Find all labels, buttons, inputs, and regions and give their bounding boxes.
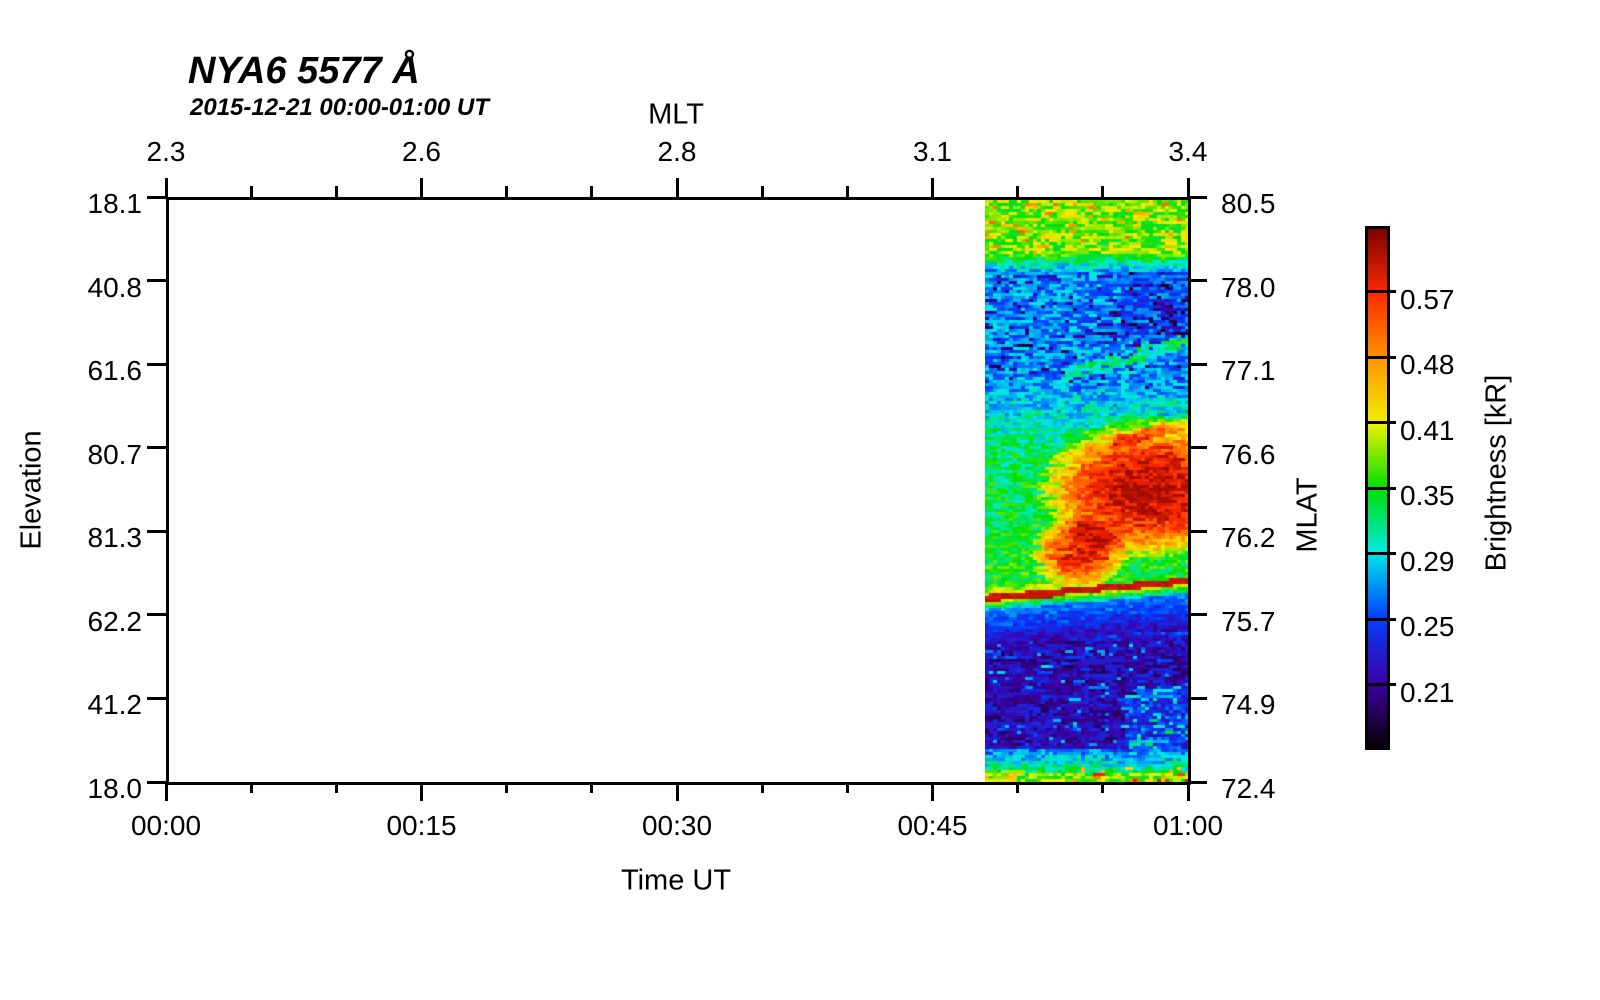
bottom-axis-major-tick bbox=[675, 782, 679, 801]
bottom-axis-tick-label: 00:15 bbox=[386, 810, 457, 841]
top-axis-major-tick bbox=[675, 178, 679, 197]
colorbar-tick-label: 0.21 bbox=[1400, 676, 1455, 708]
colorbar-division-line bbox=[1365, 552, 1396, 555]
left-axis-major-tick bbox=[147, 780, 166, 784]
plot-subtitle: 2015-12-21 00:00-01:00 UT bbox=[190, 94, 489, 121]
left-axis-major-tick bbox=[147, 279, 166, 283]
left-axis-tick-label: 18.1 bbox=[87, 188, 143, 219]
colorbar-division-line bbox=[1365, 617, 1396, 621]
left-axis-major-tick bbox=[147, 696, 166, 700]
colorbar-division-line bbox=[1365, 486, 1396, 490]
bottom-axis-minor-tick bbox=[590, 782, 594, 793]
colorbar-tick-label: 0.57 bbox=[1400, 283, 1455, 315]
left-axis-title: Elevation bbox=[15, 430, 48, 550]
right-axis-major-tick bbox=[1188, 529, 1207, 533]
bottom-axis-minor-tick bbox=[1101, 782, 1105, 793]
left-axis-tick-label: 62.2 bbox=[87, 605, 143, 637]
left-axis-major-tick bbox=[147, 613, 166, 617]
bottom-axis-minor-tick bbox=[505, 782, 509, 793]
bottom-axis-tick-label: 00:45 bbox=[897, 810, 968, 841]
right-axis-major-tick bbox=[1188, 446, 1207, 450]
right-axis-major-tick bbox=[1188, 780, 1207, 784]
bottom-axis-tick-label: 00:00 bbox=[130, 810, 202, 841]
bottom-axis-tick-label: 01:00 bbox=[1152, 810, 1224, 841]
left-axis-major-tick bbox=[147, 362, 166, 366]
left-axis-tick-label: 81.3 bbox=[87, 522, 143, 554]
colorbar-tick-label: 0.48 bbox=[1400, 349, 1455, 380]
left-axis-tick-label: 41.2 bbox=[87, 689, 143, 721]
left-axis-tick-label: 80.7 bbox=[87, 438, 143, 470]
right-axis-tick-label: 76.2 bbox=[1221, 522, 1276, 554]
top-axis-minor-tick bbox=[334, 186, 338, 197]
top-axis-minor-tick bbox=[249, 186, 253, 197]
top-axis-minor-tick bbox=[505, 186, 509, 197]
right-axis-major-tick bbox=[1188, 195, 1207, 199]
bottom-axis-minor-tick bbox=[334, 782, 338, 793]
right-axis-tick-label: 77.1 bbox=[1221, 355, 1276, 387]
colorbar-division-line bbox=[1365, 355, 1396, 359]
colorbar-division-line bbox=[1365, 421, 1396, 424]
left-axis-major-tick bbox=[147, 446, 166, 450]
bottom-axis-minor-tick bbox=[760, 782, 764, 793]
right-axis-major-tick bbox=[1188, 362, 1207, 366]
right-axis-tick-label: 74.9 bbox=[1221, 689, 1276, 721]
colorbar-tick-label: 0.41 bbox=[1400, 414, 1455, 446]
bottom-axis-title: Time UT bbox=[620, 864, 732, 897]
bottom-axis-major-tick bbox=[1186, 782, 1190, 801]
right-axis-major-tick bbox=[1188, 696, 1207, 700]
right-axis-tick-label: 76.6 bbox=[1221, 438, 1276, 470]
left-axis-tick-label: 61.6 bbox=[87, 355, 143, 387]
right-axis-major-tick bbox=[1188, 279, 1207, 283]
right-axis-tick-label: 75.7 bbox=[1221, 605, 1276, 637]
left-axis-major-tick bbox=[147, 529, 166, 533]
top-axis-tick-label: 2.3 bbox=[146, 136, 186, 167]
top-axis-major-tick bbox=[420, 178, 423, 197]
bottom-axis-major-tick bbox=[164, 782, 168, 801]
heatmap-data-region bbox=[985, 197, 1188, 782]
top-axis-tick-label: 3.4 bbox=[1168, 136, 1208, 167]
left-axis-tick-label: 18.0 bbox=[87, 773, 143, 804]
bottom-axis-minor-tick bbox=[1016, 782, 1020, 793]
page-title: NYA6 5577 Å bbox=[188, 50, 420, 92]
left-axis-tick-label: 40.8 bbox=[87, 271, 143, 303]
right-axis-title: MLAT bbox=[1291, 477, 1324, 553]
top-axis-tick-label: 2.6 bbox=[402, 136, 441, 167]
top-axis-tick-label: 2.8 bbox=[657, 136, 697, 167]
bottom-axis-minor-tick bbox=[249, 782, 253, 793]
colorbar-division-line bbox=[1365, 290, 1396, 293]
right-axis-tick-label: 80.5 bbox=[1221, 188, 1276, 219]
colorbar-tick-label: 0.35 bbox=[1400, 480, 1455, 511]
top-axis-minor-tick bbox=[1101, 186, 1105, 197]
plot-frame bbox=[166, 197, 1191, 785]
top-axis-minor-tick bbox=[845, 186, 849, 197]
top-axis-minor-tick bbox=[760, 186, 764, 197]
colorbar-tick-label: 0.29 bbox=[1400, 545, 1455, 577]
bottom-axis-minor-tick bbox=[845, 782, 849, 793]
colorbar-axis-title: Brightness [kR] bbox=[1480, 374, 1513, 572]
top-axis-tick-label: 3.1 bbox=[913, 136, 952, 167]
top-axis-minor-tick bbox=[1016, 186, 1020, 197]
right-axis-major-tick bbox=[1188, 613, 1207, 617]
top-axis-title: MLT bbox=[648, 98, 704, 131]
top-axis-major-tick bbox=[1186, 178, 1190, 197]
left-axis-major-tick bbox=[147, 195, 166, 199]
bottom-axis-major-tick bbox=[931, 782, 934, 801]
top-axis-major-tick bbox=[931, 178, 934, 197]
right-axis-tick-label: 78.0 bbox=[1221, 271, 1276, 303]
bottom-axis-tick-label: 00:30 bbox=[641, 810, 713, 841]
top-axis-major-tick bbox=[164, 178, 168, 197]
top-axis-minor-tick bbox=[590, 186, 594, 197]
colorbar-tick-label: 0.25 bbox=[1400, 611, 1455, 642]
bottom-axis-major-tick bbox=[420, 782, 423, 801]
colorbar-division-line bbox=[1365, 683, 1396, 686]
right-axis-tick-label: 72.4 bbox=[1221, 773, 1276, 804]
